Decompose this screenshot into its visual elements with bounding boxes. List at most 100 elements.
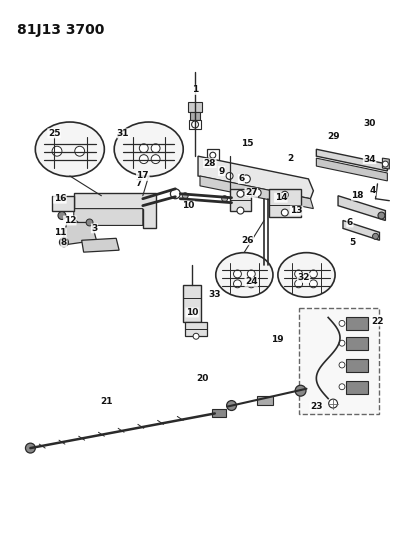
FancyBboxPatch shape — [298, 308, 379, 415]
Text: 32: 32 — [297, 273, 310, 282]
Text: 6: 6 — [347, 218, 353, 227]
Circle shape — [310, 280, 317, 288]
Circle shape — [378, 212, 385, 219]
Circle shape — [210, 161, 216, 167]
Text: 21: 21 — [100, 397, 113, 406]
Circle shape — [75, 146, 85, 156]
Text: 31: 31 — [117, 129, 129, 138]
Polygon shape — [338, 196, 385, 221]
Polygon shape — [382, 158, 389, 169]
Circle shape — [339, 362, 345, 368]
Circle shape — [243, 175, 250, 183]
Polygon shape — [316, 149, 387, 171]
Polygon shape — [200, 176, 313, 208]
Text: 7: 7 — [136, 180, 142, 188]
Text: 3: 3 — [91, 224, 98, 233]
Text: 2: 2 — [288, 154, 294, 163]
Circle shape — [339, 384, 345, 390]
Text: 1: 1 — [192, 85, 198, 94]
Text: 11: 11 — [54, 228, 66, 237]
Circle shape — [58, 212, 66, 220]
Circle shape — [227, 401, 237, 410]
Text: 8: 8 — [61, 238, 67, 247]
Text: 10: 10 — [186, 308, 198, 317]
Text: 15: 15 — [241, 139, 254, 148]
Text: 5: 5 — [350, 238, 356, 247]
Circle shape — [52, 146, 62, 156]
Text: 27: 27 — [245, 188, 258, 197]
Circle shape — [233, 280, 241, 288]
Circle shape — [294, 270, 302, 278]
Circle shape — [373, 233, 379, 239]
Circle shape — [192, 121, 199, 128]
Circle shape — [329, 399, 338, 408]
Circle shape — [193, 333, 199, 339]
Polygon shape — [316, 158, 387, 181]
FancyBboxPatch shape — [346, 381, 367, 394]
Ellipse shape — [114, 122, 183, 176]
FancyBboxPatch shape — [229, 189, 251, 211]
Ellipse shape — [216, 253, 273, 297]
Text: 26: 26 — [241, 236, 254, 245]
Text: 19: 19 — [271, 335, 283, 344]
Text: 17: 17 — [136, 172, 149, 181]
Polygon shape — [52, 196, 74, 211]
Circle shape — [253, 189, 261, 197]
Circle shape — [59, 238, 68, 247]
Text: 22: 22 — [371, 317, 384, 326]
Circle shape — [281, 191, 288, 198]
Circle shape — [382, 161, 388, 167]
Text: 4: 4 — [369, 187, 376, 195]
FancyBboxPatch shape — [269, 189, 300, 216]
Circle shape — [339, 320, 345, 326]
FancyBboxPatch shape — [207, 149, 219, 171]
FancyBboxPatch shape — [346, 337, 367, 350]
Polygon shape — [74, 208, 143, 225]
Text: 30: 30 — [363, 119, 376, 128]
FancyBboxPatch shape — [185, 322, 207, 336]
Text: 81J13 3700: 81J13 3700 — [17, 22, 104, 37]
Text: 18: 18 — [352, 191, 364, 200]
Circle shape — [170, 189, 180, 199]
Polygon shape — [82, 238, 119, 252]
Circle shape — [222, 196, 227, 201]
Circle shape — [295, 385, 306, 396]
Polygon shape — [198, 156, 313, 199]
Text: 12: 12 — [63, 216, 76, 225]
Circle shape — [237, 190, 244, 197]
Circle shape — [182, 193, 188, 199]
FancyBboxPatch shape — [346, 359, 367, 372]
Ellipse shape — [36, 122, 105, 176]
FancyBboxPatch shape — [212, 408, 225, 417]
Text: 25: 25 — [48, 129, 60, 138]
Text: 14: 14 — [275, 193, 287, 202]
Circle shape — [26, 443, 36, 453]
Text: 6: 6 — [238, 174, 245, 183]
Circle shape — [139, 155, 148, 164]
FancyBboxPatch shape — [189, 119, 201, 130]
Circle shape — [237, 207, 244, 214]
Polygon shape — [343, 221, 379, 240]
Text: 23: 23 — [310, 402, 323, 411]
Text: 9: 9 — [219, 166, 225, 175]
Circle shape — [281, 209, 288, 216]
Circle shape — [310, 270, 317, 278]
Circle shape — [210, 152, 216, 158]
Text: 20: 20 — [196, 374, 208, 383]
Circle shape — [244, 191, 250, 197]
Text: 10: 10 — [182, 201, 194, 210]
Circle shape — [226, 173, 233, 180]
Text: 29: 29 — [327, 132, 340, 141]
Text: 34: 34 — [363, 155, 376, 164]
FancyBboxPatch shape — [188, 102, 202, 111]
Circle shape — [339, 340, 345, 346]
FancyBboxPatch shape — [183, 285, 201, 322]
Circle shape — [151, 155, 160, 164]
Text: 13: 13 — [290, 206, 303, 215]
Circle shape — [139, 144, 148, 152]
Text: 16: 16 — [54, 194, 66, 203]
Circle shape — [86, 219, 93, 226]
Circle shape — [294, 280, 302, 288]
Polygon shape — [62, 222, 97, 245]
FancyBboxPatch shape — [190, 111, 200, 119]
